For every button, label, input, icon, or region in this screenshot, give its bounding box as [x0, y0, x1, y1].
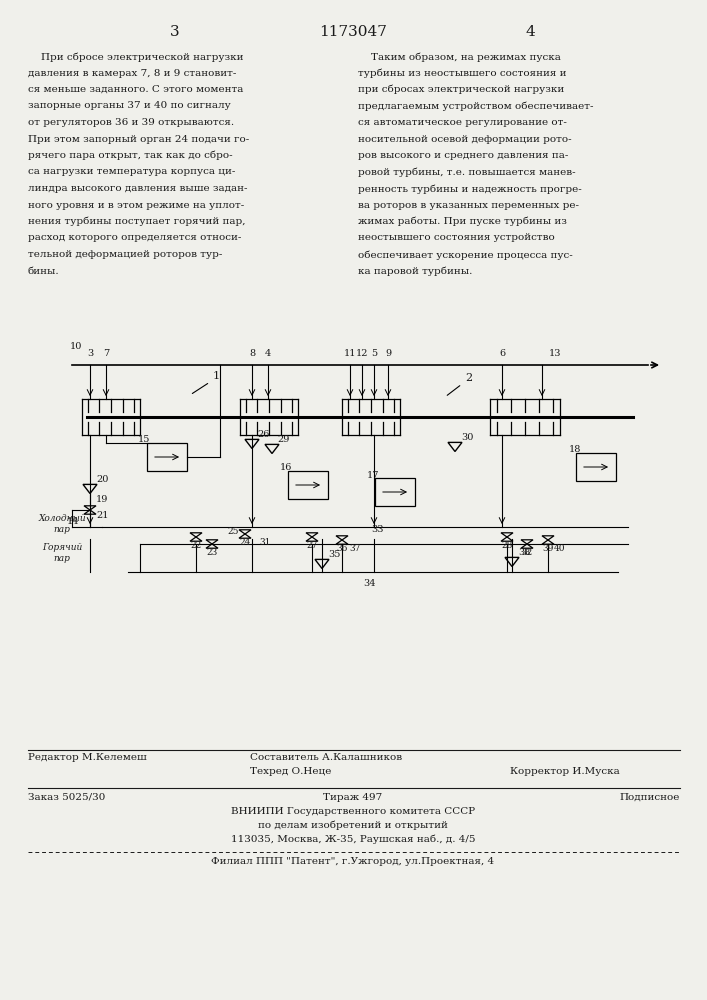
- Text: 15: 15: [138, 435, 150, 444]
- Text: 16: 16: [280, 463, 292, 472]
- Text: 23: 23: [206, 548, 218, 557]
- Text: 20: 20: [96, 475, 108, 484]
- Text: Тираж 497: Тираж 497: [323, 793, 382, 802]
- Bar: [288, 471, 328, 499]
- Text: 13: 13: [549, 349, 561, 358]
- Bar: [576, 453, 616, 481]
- Text: ровой турбины, т.е. повышается манев-: ровой турбины, т.е. повышается манев-: [358, 167, 575, 177]
- Text: 28: 28: [501, 541, 513, 550]
- Text: При сбросе электрической нагрузки: При сбросе электрической нагрузки: [28, 52, 243, 62]
- Text: 24: 24: [239, 538, 251, 547]
- Text: 9: 9: [385, 349, 391, 358]
- Text: Заказ 5025/30: Заказ 5025/30: [28, 793, 105, 802]
- Text: ка паровой турбины.: ка паровой турбины.: [358, 266, 472, 276]
- Text: 37: 37: [349, 544, 361, 553]
- Text: расход которого определяется относи-: расход которого определяется относи-: [28, 233, 241, 242]
- Text: 32: 32: [521, 548, 532, 557]
- Text: ва роторов в указанных переменных ре-: ва роторов в указанных переменных ре-: [358, 200, 579, 210]
- Text: 40: 40: [554, 544, 566, 553]
- Text: 21: 21: [96, 511, 108, 520]
- Text: 4: 4: [265, 349, 271, 358]
- Text: Холодный: Холодный: [38, 514, 86, 523]
- Text: 26: 26: [257, 430, 269, 439]
- Text: са нагрузки температура корпуса ци-: са нагрузки температура корпуса ци-: [28, 167, 235, 176]
- Text: Филиал ППП "Патент", г.Ужгород, ул.Проектная, 4: Филиал ППП "Патент", г.Ужгород, ул.Проек…: [211, 857, 495, 866]
- Text: пар: пар: [54, 554, 71, 563]
- Text: 36: 36: [337, 544, 348, 553]
- Text: 29: 29: [277, 435, 289, 444]
- Text: жимах работы. При пуске турбины из: жимах работы. При пуске турбины из: [358, 217, 567, 227]
- Text: Таким образом, на режимах пуска: Таким образом, на режимах пуска: [358, 52, 561, 62]
- Text: Подписное: Подписное: [619, 793, 680, 802]
- Text: 14: 14: [66, 517, 79, 526]
- Text: бины.: бины.: [28, 266, 59, 275]
- Text: 27: 27: [306, 541, 317, 550]
- Text: ВНИИПИ Государственного комитета СССР: ВНИИПИ Государственного комитета СССР: [231, 807, 475, 816]
- Text: 10: 10: [70, 342, 82, 351]
- Text: 18: 18: [569, 445, 581, 454]
- Text: ся автоматическое регулирование от-: ся автоматическое регулирование от-: [358, 118, 567, 127]
- Text: ренность турбины и надежность прогре-: ренность турбины и надежность прогре-: [358, 184, 582, 194]
- Text: запорные органы 37 и 40 по сигналу: запорные органы 37 и 40 по сигналу: [28, 102, 230, 110]
- Text: 2: 2: [465, 373, 472, 383]
- Text: ного уровня и в этом режиме на уплот-: ного уровня и в этом режиме на уплот-: [28, 200, 244, 210]
- Text: нения турбины поступает горячий пар,: нения турбины поступает горячий пар,: [28, 217, 245, 227]
- Text: Корректор И.Муска: Корректор И.Муска: [510, 767, 620, 776]
- Text: 3: 3: [170, 25, 180, 39]
- Text: рячего пара открыт, так как до сбро-: рячего пара открыт, так как до сбро-: [28, 151, 233, 160]
- Text: давления в камерах 7, 8 и 9 становит-: давления в камерах 7, 8 и 9 становит-: [28, 68, 236, 78]
- Text: при сбросах электрической нагрузки: при сбросах электрической нагрузки: [358, 85, 564, 95]
- Text: 38: 38: [518, 548, 530, 557]
- Text: 1: 1: [213, 371, 220, 381]
- Text: 31: 31: [259, 538, 271, 547]
- Text: 35: 35: [328, 550, 340, 559]
- Text: ров высокого и среднего давления па-: ров высокого и среднего давления па-: [358, 151, 568, 160]
- Text: от регуляторов 36 и 39 открываются.: от регуляторов 36 и 39 открываются.: [28, 118, 234, 127]
- Text: 39: 39: [542, 544, 554, 553]
- Text: линдра высокого давления выше задан-: линдра высокого давления выше задан-: [28, 184, 247, 193]
- Text: 7: 7: [103, 349, 109, 358]
- Bar: [375, 478, 415, 506]
- Text: предлагаемым устройством обеспечивает-: предлагаемым устройством обеспечивает-: [358, 102, 593, 111]
- Text: Техред О.Неце: Техред О.Неце: [250, 767, 332, 776]
- Text: 30: 30: [461, 433, 474, 442]
- Bar: [147, 443, 187, 471]
- Text: 12: 12: [356, 349, 368, 358]
- Text: 1173047: 1173047: [319, 25, 387, 39]
- Text: 8: 8: [249, 349, 255, 358]
- Text: При этом запорный орган 24 подачи го-: При этом запорный орган 24 подачи го-: [28, 134, 250, 143]
- Text: по делам изобретений и открытий: по делам изобретений и открытий: [258, 820, 448, 830]
- Text: 17: 17: [367, 471, 379, 480]
- Text: носительной осевой деформации рото-: носительной осевой деформации рото-: [358, 134, 572, 143]
- Text: неостывшего состояния устройство: неостывшего состояния устройство: [358, 233, 555, 242]
- Text: ся меньше заданного. С этого момента: ся меньше заданного. С этого момента: [28, 85, 243, 94]
- Text: 22: 22: [190, 541, 201, 550]
- Text: 11: 11: [344, 349, 356, 358]
- Text: пар: пар: [54, 525, 71, 534]
- Text: Горячий: Горячий: [42, 543, 82, 552]
- Text: 4: 4: [525, 25, 535, 39]
- Text: 5: 5: [371, 349, 377, 358]
- Text: турбины из неостывшего состояния и: турбины из неостывшего состояния и: [358, 68, 566, 78]
- Text: Составитель А.Калашников: Составитель А.Калашников: [250, 753, 402, 762]
- Text: 25: 25: [227, 527, 239, 536]
- Text: 113035, Москва, Ж-35, Раушская наб., д. 4/5: 113035, Москва, Ж-35, Раушская наб., д. …: [230, 834, 475, 844]
- Text: 19: 19: [96, 495, 108, 504]
- Text: Редактор М.Келемеш: Редактор М.Келемеш: [28, 753, 147, 762]
- Text: 33: 33: [372, 525, 384, 534]
- Text: обеспечивает ускорение процесса пус-: обеспечивает ускорение процесса пус-: [358, 250, 573, 259]
- Text: 34: 34: [363, 579, 376, 588]
- Text: тельной деформацией роторов тур-: тельной деформацией роторов тур-: [28, 250, 223, 259]
- Text: 6: 6: [499, 349, 505, 358]
- Text: 3: 3: [87, 349, 93, 358]
